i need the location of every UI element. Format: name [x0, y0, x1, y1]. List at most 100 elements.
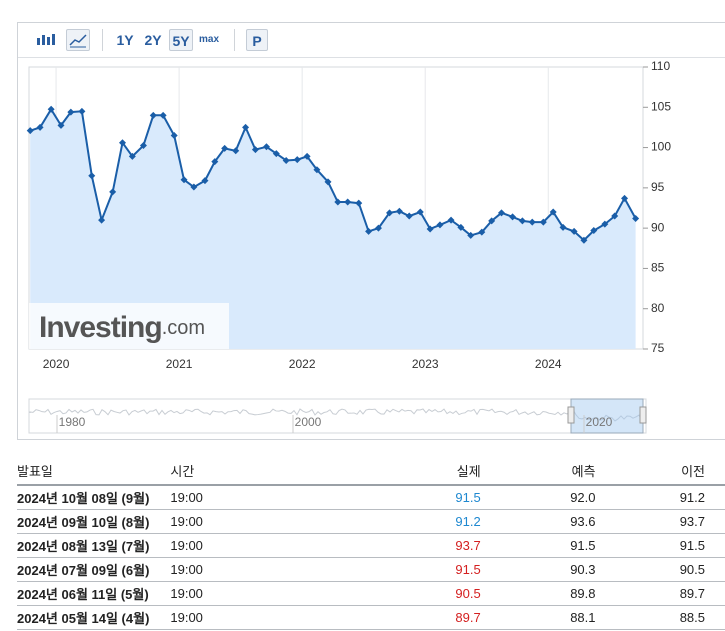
- navigator-handle: [639, 406, 647, 424]
- point: [170, 131, 178, 139]
- point: [221, 144, 229, 152]
- point: [139, 142, 147, 150]
- point: [488, 217, 496, 225]
- point: [67, 108, 75, 116]
- column-header: 발표일: [17, 456, 171, 486]
- table-row: 2024년 05월 14일 (4월) 19:00 89.7 88.1 88.5: [17, 605, 725, 630]
- point: [374, 224, 382, 232]
- point: [282, 156, 290, 164]
- range-button[interactable]: P: [246, 29, 268, 51]
- point: [580, 236, 588, 244]
- table-cell: 19:00: [170, 605, 398, 630]
- point: [36, 123, 44, 131]
- point: [416, 208, 424, 216]
- table-cell: 93.7: [397, 533, 501, 558]
- column-header: 시간: [170, 456, 398, 486]
- watermark-suffix: .com: [162, 317, 205, 339]
- point: [119, 139, 127, 147]
- table-cell: 89.8: [500, 581, 616, 606]
- table-row: 2024년 09월 10일 (8월) 19:00 91.2 93.6 93.7: [17, 509, 725, 534]
- point: [232, 147, 240, 155]
- y-tick-label: 95: [651, 180, 665, 194]
- table-cell: 2024년 05월 14일 (4월): [17, 605, 171, 630]
- point: [180, 176, 188, 184]
- point: [518, 217, 526, 225]
- x-tick-label: 2021: [166, 357, 193, 371]
- point: [590, 227, 598, 235]
- point: [78, 107, 86, 115]
- point: [447, 216, 455, 224]
- point: [272, 150, 280, 158]
- bar-chart-button[interactable]: [34, 23, 64, 57]
- table-cell: 19:00: [170, 509, 398, 534]
- column-header: 예측: [500, 456, 616, 486]
- range-button[interactable]: 1Y: [116, 32, 134, 48]
- point: [539, 218, 547, 226]
- point: [201, 177, 209, 185]
- point: [251, 146, 259, 154]
- point: [386, 209, 394, 217]
- y-tick-label: 75: [651, 341, 665, 355]
- watermark: Investing.com: [39, 311, 205, 344]
- point: [242, 123, 250, 131]
- point: [611, 212, 619, 220]
- chart: 2020 2021 2022 2023 2024 75 80 85 90 95 100 105 110 I…: [26, 59, 671, 434]
- point: [47, 105, 55, 113]
- data-table: 발표일 시간 실제 예측 이전 2024년 10월 08일 (9월) 19:00 91.5 92…: [17, 456, 725, 630]
- table-cell: 90.5: [397, 581, 501, 606]
- navigator-handle: [567, 406, 575, 424]
- point: [632, 214, 640, 222]
- y-tick-label: 100: [651, 140, 671, 154]
- point: [128, 152, 136, 160]
- point: [549, 208, 557, 216]
- point: [211, 158, 219, 166]
- y-tick-label: 105: [651, 99, 671, 113]
- table-cell: 2024년 07월 09일 (6월): [17, 557, 171, 582]
- y-tick-label: 110: [651, 59, 670, 73]
- point: [324, 178, 332, 186]
- point: [601, 220, 609, 228]
- range-button[interactable]: 2Y: [144, 32, 162, 48]
- table-cell: 91.2: [397, 509, 501, 534]
- x-tick-label: 2020: [43, 357, 70, 371]
- table-cell: 89.7: [397, 605, 501, 630]
- point: [497, 209, 505, 217]
- table-row: 2024년 07월 09일 (6월) 19:00 91.5 90.3 90.5: [17, 557, 725, 582]
- table-cell: 91.5: [397, 557, 501, 582]
- point: [344, 198, 352, 206]
- table-cell: 91.2: [615, 485, 725, 510]
- point: [528, 218, 536, 226]
- table-cell: 90.5: [615, 557, 725, 582]
- table-cell: 2024년 10월 08일 (9월): [17, 485, 171, 510]
- navigator-label: 1980: [59, 415, 86, 429]
- point: [313, 166, 321, 174]
- point: [457, 223, 465, 231]
- point: [365, 227, 373, 235]
- table-cell: 2024년 08월 13일 (7월): [17, 533, 171, 558]
- y-tick-label: 85: [651, 261, 665, 275]
- point: [334, 198, 342, 206]
- table-cell: 91.5: [500, 533, 616, 558]
- toolbar: 1Y 2Y 5Y max P: [18, 23, 725, 58]
- x-tick-label: 2023: [412, 357, 439, 371]
- table-cell: 88.5: [615, 605, 725, 630]
- table-cell: 93.7: [615, 509, 725, 534]
- point: [190, 183, 198, 191]
- table-cell: 2024년 09월 10일 (8월): [17, 509, 171, 534]
- point: [57, 121, 65, 129]
- table-cell: 92.0: [500, 485, 616, 510]
- range-button[interactable]: max: [198, 34, 219, 45]
- table-cell: 2024년 06월 11일 (5월): [17, 581, 171, 606]
- point: [262, 143, 270, 151]
- range-button[interactable]: 5Y: [169, 29, 193, 51]
- column-header: 실제: [397, 456, 501, 486]
- point: [109, 188, 117, 196]
- navigator-line: [29, 408, 643, 422]
- chart-panel: 1Y 2Y 5Y max P 2020 2021 2022 2023 2024 75 80 85 90 9…: [17, 22, 725, 440]
- line-chart-button[interactable]: [66, 29, 90, 51]
- point: [405, 212, 413, 220]
- navigator-label: 2020: [586, 415, 613, 429]
- point: [621, 194, 629, 202]
- table-cell: 19:00: [170, 581, 398, 606]
